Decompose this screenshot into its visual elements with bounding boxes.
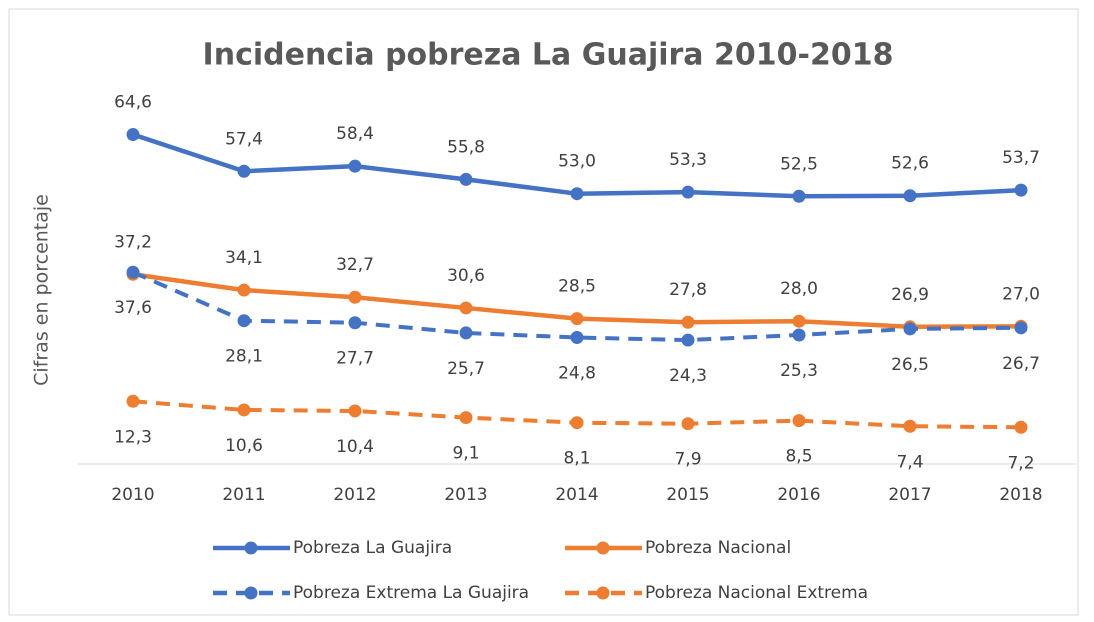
data-label: 10,6 (225, 436, 263, 456)
point (1014, 321, 1028, 335)
data-label: 25,7 (447, 359, 485, 379)
x-tick-label: 2018 (999, 485, 1042, 505)
data-label: 37,6 (114, 298, 152, 318)
legend-label: Pobreza Extrema La Guajira (293, 583, 529, 603)
data-label: 7,9 (674, 450, 701, 470)
x-tick-label: 2016 (777, 485, 820, 505)
point (570, 312, 584, 326)
data-label: 30,6 (447, 266, 485, 286)
point (348, 159, 362, 173)
data-label: 8,1 (563, 449, 590, 469)
point (570, 331, 584, 345)
point (570, 187, 584, 201)
data-label: 52,5 (780, 154, 818, 174)
data-label: 24,3 (669, 366, 707, 386)
point (348, 404, 362, 418)
data-label: 27,8 (669, 280, 707, 300)
data-label: 7,4 (896, 452, 923, 472)
data-label: 26,5 (891, 355, 929, 375)
y-axis-label: Cifras en porcentaje (31, 194, 53, 386)
chart-title: Incidencia pobreza La Guajira 2010-2018 (203, 38, 894, 73)
data-label: 26,7 (1002, 354, 1040, 374)
point (459, 411, 473, 425)
chart-frame (8, 8, 1079, 616)
point (1014, 183, 1028, 197)
x-tick-label: 2017 (888, 485, 931, 505)
legend-label: Pobreza Nacional (645, 538, 791, 558)
data-label: 10,4 (336, 437, 374, 457)
data-label: 34,1 (225, 248, 263, 268)
data-label: 32,7 (336, 255, 374, 275)
point (681, 185, 695, 199)
data-label: 9,1 (452, 444, 479, 464)
data-label: 26,9 (891, 285, 929, 305)
legend-marker (244, 586, 258, 600)
data-label: 58,4 (336, 124, 374, 144)
x-tick-label: 2011 (222, 485, 265, 505)
x-tick-label: 2012 (333, 485, 376, 505)
data-label: 55,8 (447, 137, 485, 157)
legend-label: Pobreza Nacional Extrema (645, 583, 868, 603)
point (903, 189, 917, 203)
point (681, 417, 695, 431)
point (237, 164, 251, 178)
legend-marker (596, 586, 610, 600)
data-label: 57,4 (225, 129, 263, 149)
point (792, 314, 806, 328)
point (1014, 420, 1028, 434)
point (126, 394, 140, 408)
point (903, 419, 917, 433)
point (792, 189, 806, 203)
point (792, 328, 806, 342)
data-label: 52,6 (891, 154, 929, 174)
data-label: 53,3 (669, 150, 707, 170)
point (903, 322, 917, 336)
point (459, 301, 473, 315)
x-tick-label: 2010 (111, 485, 154, 505)
point (237, 314, 251, 328)
data-label: 27,0 (1002, 284, 1040, 304)
data-label: 27,7 (336, 349, 374, 369)
point (681, 315, 695, 329)
point (459, 172, 473, 186)
point (681, 333, 695, 347)
data-label: 8,5 (785, 447, 812, 467)
x-tick-label: 2015 (666, 485, 709, 505)
x-tick-label: 2014 (555, 485, 598, 505)
data-label: 53,7 (1002, 148, 1040, 168)
data-label: 64,6 (114, 93, 152, 113)
data-label: 37,2 (114, 232, 152, 252)
point (126, 265, 140, 279)
legend-marker (596, 541, 610, 555)
point (459, 326, 473, 340)
data-label: 28,5 (558, 277, 596, 297)
data-label: 7,2 (1007, 453, 1034, 473)
point (237, 403, 251, 417)
data-label: 53,0 (558, 152, 596, 172)
point (348, 316, 362, 330)
point (237, 283, 251, 297)
point (126, 128, 140, 142)
data-label: 12,3 (114, 427, 152, 447)
point (570, 416, 584, 430)
data-label: 25,3 (780, 361, 818, 381)
data-label: 24,8 (558, 364, 596, 384)
legend-marker (244, 541, 258, 555)
data-label: 28,0 (780, 279, 818, 299)
x-tick-label: 2013 (444, 485, 487, 505)
legend-label: Pobreza La Guajira (293, 538, 452, 558)
point (348, 290, 362, 304)
point (792, 414, 806, 428)
data-label: 28,1 (225, 347, 263, 367)
